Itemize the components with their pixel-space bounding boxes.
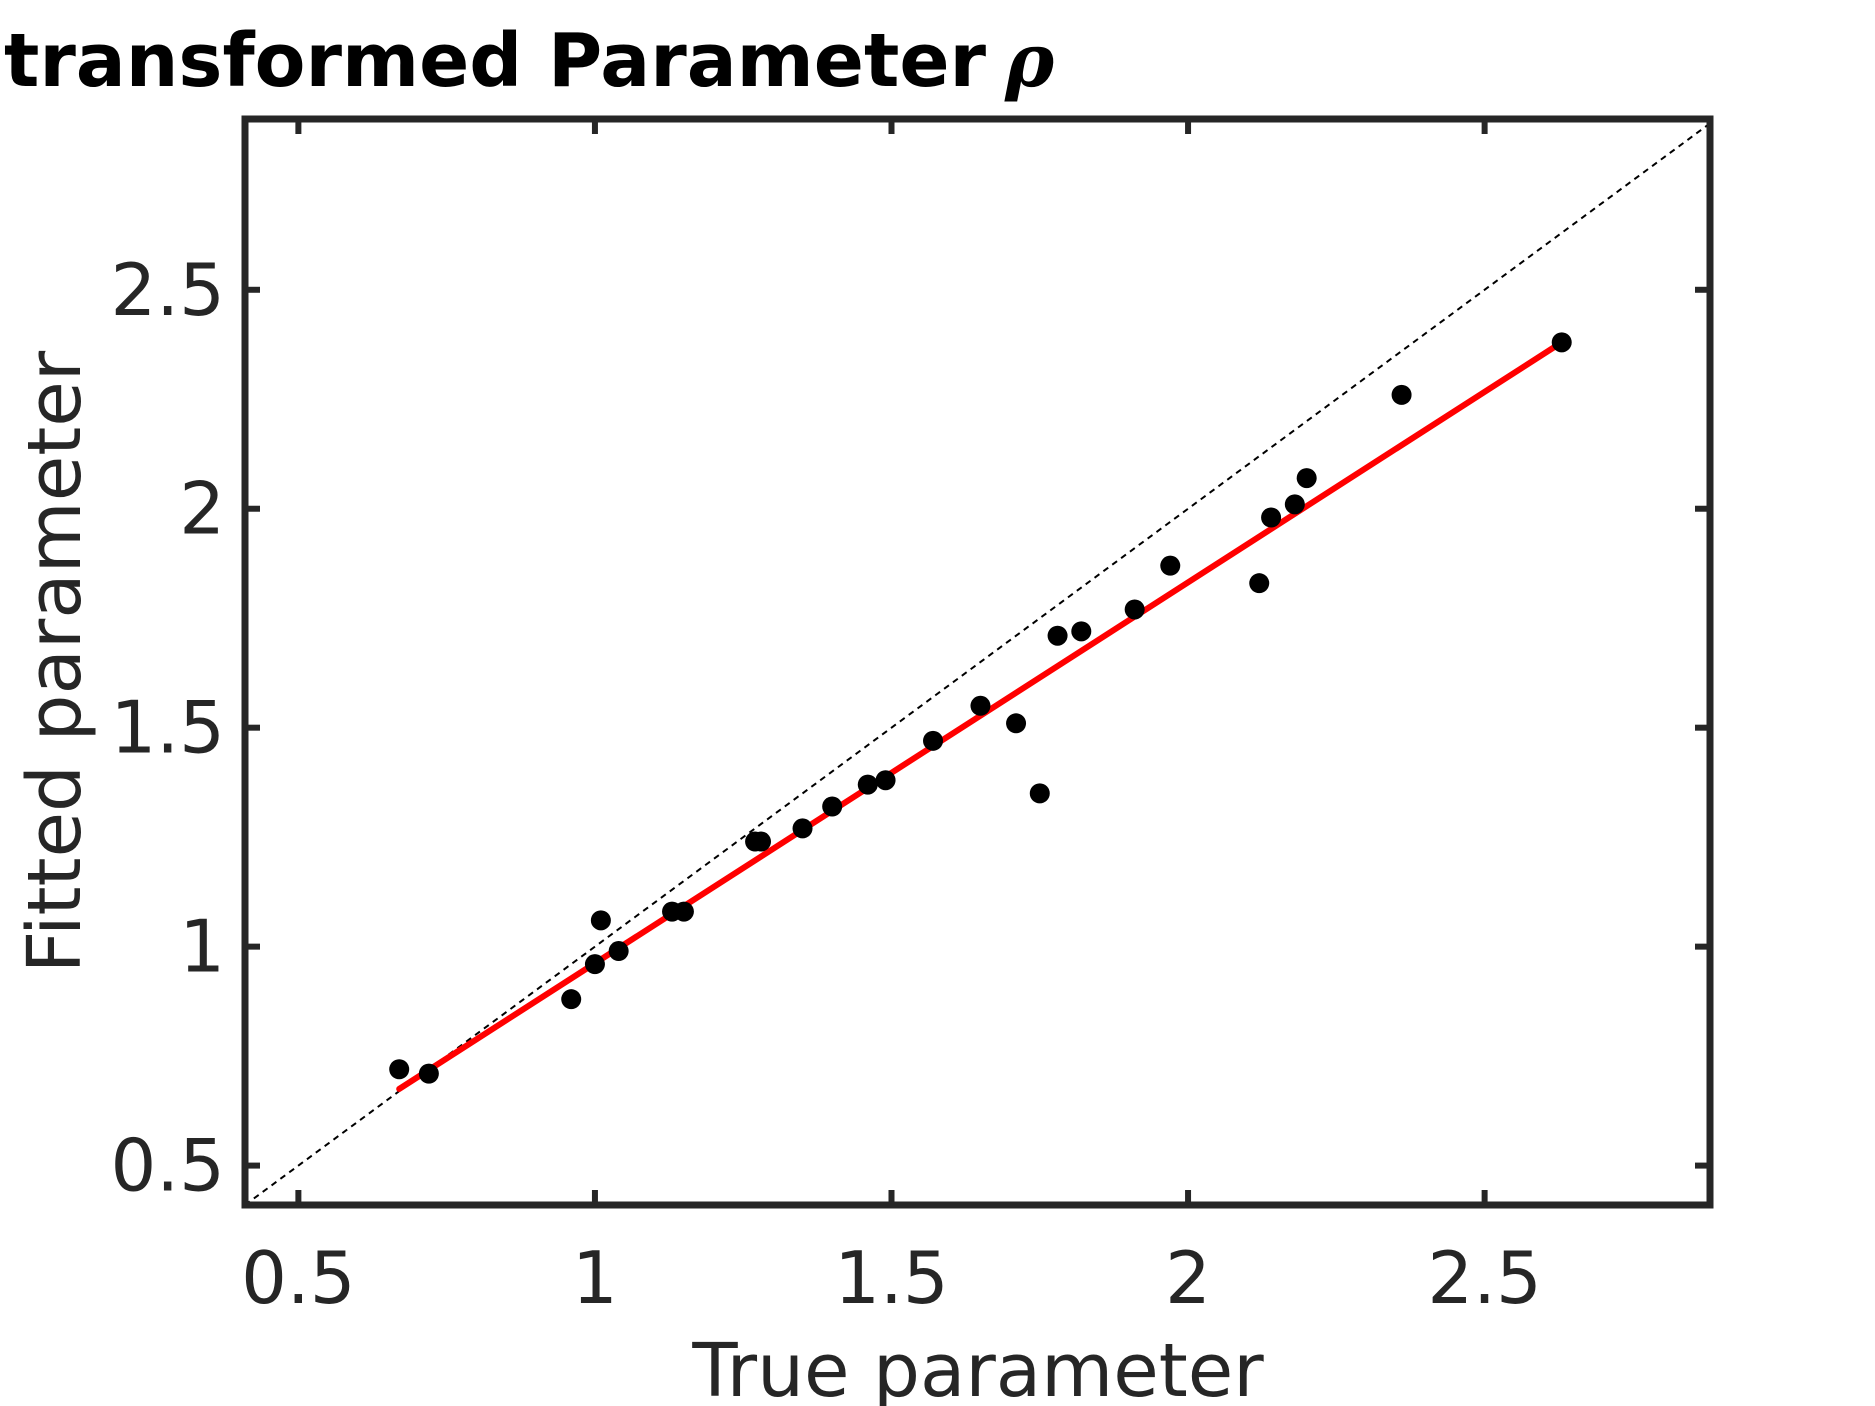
plot-frame	[241, 115, 1714, 1209]
data-point	[1284, 494, 1305, 515]
data-point	[673, 901, 694, 922]
y-tick-label: 2.5	[110, 248, 225, 332]
data-point	[389, 1059, 410, 1080]
data-point	[1006, 713, 1027, 734]
x-axis-label: True parameter	[691, 1328, 1264, 1406]
x-tick-label: 1	[572, 1236, 618, 1320]
chart-title: Untransformed Parameter	[0, 18, 987, 104]
x-tick-label: 1.5	[834, 1236, 949, 1320]
data-point	[822, 796, 843, 817]
y-tick-labels: 0.5 1 1.5 2 2.5	[110, 248, 225, 1208]
x-tick-labels: 0.5 1 1.5 2 2.5	[241, 1236, 1542, 1320]
y-axis-label: Fitted parameter	[12, 350, 98, 973]
data-point	[1071, 621, 1092, 642]
data-point	[1047, 625, 1068, 646]
data-point	[1391, 384, 1412, 405]
x-tick-label: 0.5	[241, 1236, 356, 1320]
data-point	[875, 770, 896, 791]
data-point	[584, 954, 605, 975]
data-points-layer	[389, 332, 1572, 1084]
y-tick-label: 0.5	[110, 1124, 225, 1208]
data-point	[1261, 507, 1282, 528]
data-point	[608, 941, 629, 962]
data-point	[1296, 468, 1317, 489]
data-point	[857, 774, 878, 795]
y-tick-label: 1.5	[110, 686, 225, 770]
data-point	[590, 910, 611, 931]
x-tick-label: 2	[1165, 1236, 1211, 1320]
chart-title-symbol: ρ	[1004, 18, 1055, 104]
y-tick-label: 1	[179, 905, 225, 989]
x-tick-label: 2.5	[1427, 1236, 1542, 1320]
data-point	[1551, 332, 1572, 353]
data-point	[1249, 573, 1270, 594]
data-point	[418, 1063, 439, 1084]
data-point	[1124, 599, 1145, 620]
data-point	[751, 831, 772, 852]
data-point	[1029, 783, 1050, 804]
data-point	[792, 818, 813, 839]
data-point	[1160, 555, 1181, 576]
y-tick-label: 2	[179, 467, 225, 551]
data-point	[970, 695, 991, 716]
plot-area	[245, 122, 1710, 1205]
data-point	[561, 989, 582, 1010]
data-point	[923, 730, 944, 751]
